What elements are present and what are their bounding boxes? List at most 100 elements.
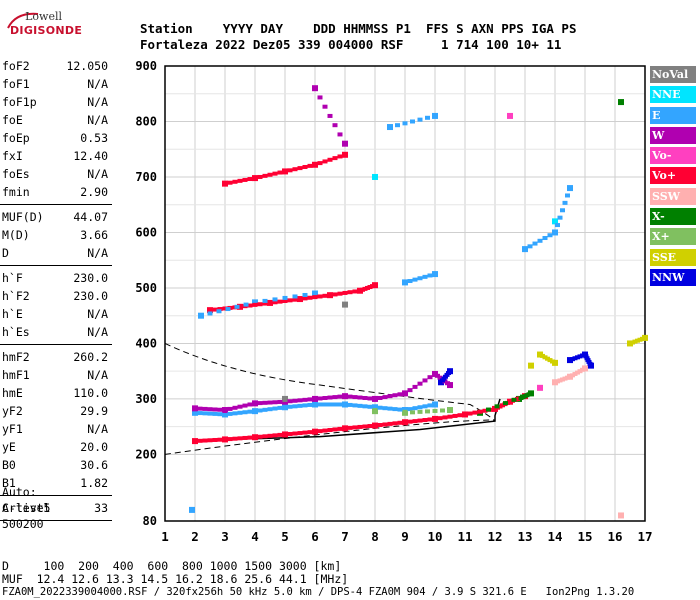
trace-mark: [357, 403, 363, 408]
trace-mark: [347, 425, 353, 430]
param-row: foF2 12.050: [0, 58, 112, 76]
trace-mark: [207, 411, 213, 416]
data-point: [282, 431, 288, 438]
param-value: 12.40: [73, 149, 108, 163]
trace-mark: [407, 388, 413, 393]
data-point: [402, 279, 408, 286]
trace-mark: [307, 295, 313, 300]
data-point: [312, 290, 318, 297]
y-tick-label: 400: [135, 336, 157, 350]
data-point: [312, 85, 318, 92]
legend-item: NNE: [650, 86, 696, 104]
trace-mark: [362, 396, 368, 401]
trace-mark: [452, 413, 458, 418]
data-point: [198, 312, 204, 319]
trace-mark: [407, 419, 413, 424]
param-key: B0: [2, 458, 16, 472]
trace-mark: [337, 426, 343, 431]
y-tick-label: 80: [143, 514, 157, 528]
trace-mark: [202, 438, 208, 443]
trace-mark: [327, 428, 333, 432]
trace-mark: [243, 302, 249, 307]
param-row: h`F 230.0: [0, 270, 112, 288]
parameter-panel: foF2 12.050 foF1 N/A foF1p N/A foE N/A foEp 0.53 f…: [0, 58, 112, 525]
trace-mark: [232, 436, 238, 441]
trace-mark: [542, 236, 548, 241]
param-value: 2.90: [80, 185, 108, 199]
trace-mark: [207, 311, 213, 316]
data-point: [462, 411, 468, 418]
trace-mark: [417, 117, 423, 122]
trace-mark: [242, 410, 248, 415]
trace-mark: [520, 394, 525, 399]
trace-mark: [447, 414, 453, 419]
trace-mark: [387, 406, 393, 411]
trace-mark: [511, 397, 517, 402]
param-value: N/A: [87, 325, 108, 339]
trace-mark: [377, 396, 383, 401]
param-row: h`E N/A: [0, 306, 112, 324]
x-tick-label: 9: [401, 529, 409, 544]
logo-arc-icon: [7, 12, 39, 29]
trace-mark: [202, 406, 208, 411]
y-tick-label: 700: [135, 170, 157, 184]
trace-mark: [407, 279, 413, 284]
param-value: 260.2: [73, 350, 108, 364]
trace-mark: [297, 398, 303, 403]
trace-mark: [277, 299, 283, 304]
trace-mark: [262, 298, 268, 303]
data-point: [237, 303, 243, 310]
param-row: h`Es N/A: [0, 324, 112, 342]
muf-row: MUF 12.4 12.6 13.3 14.5 16.2 18.6 25.6 4…: [2, 572, 349, 586]
trace-mark: [297, 166, 303, 171]
data-point: [222, 436, 228, 443]
trace-mark: [327, 157, 333, 162]
param-value: 30.6: [80, 458, 108, 472]
x-tick-label: 15: [577, 529, 592, 544]
param-key: h`F: [2, 271, 23, 285]
param-value: 230.0: [73, 289, 108, 303]
param-row: C-level 33: [0, 500, 112, 518]
data-point: [618, 99, 624, 106]
trace-mark: [262, 407, 268, 412]
trace-mark: [232, 179, 238, 184]
trace-mark: [272, 433, 278, 438]
data-point: [192, 405, 198, 412]
trace-mark: [352, 395, 358, 400]
param-key: MUF(D): [2, 210, 44, 224]
x-tick-label: 2: [191, 529, 199, 544]
x-tick-label: 3: [221, 529, 229, 544]
param-key: B1: [2, 476, 16, 490]
y-tick-label: 800: [135, 114, 157, 128]
trace-mark: [412, 406, 418, 411]
distance-row: D 100 200 400 600 800 1000 1500 3000 [km…: [2, 559, 342, 573]
param-value: N/A: [87, 422, 108, 436]
data-point: [342, 401, 348, 408]
trace-mark: [402, 121, 408, 126]
trace-mark: [217, 412, 223, 417]
param-row: B0 30.6: [0, 457, 112, 475]
param-separator: [0, 204, 112, 208]
x-tick-label: 6: [311, 529, 319, 544]
param-row: foF1p N/A: [0, 94, 112, 112]
data-point: [342, 393, 348, 400]
param-key: yF2: [2, 404, 23, 418]
data-point: [402, 419, 408, 426]
data-point: [282, 395, 288, 402]
trace-mark: [234, 304, 240, 309]
trace-mark: [282, 295, 288, 300]
data-point: [567, 185, 573, 192]
trace-mark: [267, 172, 273, 177]
trace-mark: [237, 410, 243, 415]
trace-mark: [247, 409, 253, 414]
trace-mark: [317, 95, 323, 100]
data-point: [252, 408, 258, 415]
trace-mark: [302, 397, 308, 402]
data-point: [267, 299, 273, 306]
legend-item: SSW: [650, 187, 696, 205]
trace-mark: [555, 223, 560, 228]
trace-mark: [217, 307, 223, 312]
trace-mark: [217, 407, 223, 412]
trace-mark: [370, 284, 375, 289]
data-point: [312, 161, 318, 168]
